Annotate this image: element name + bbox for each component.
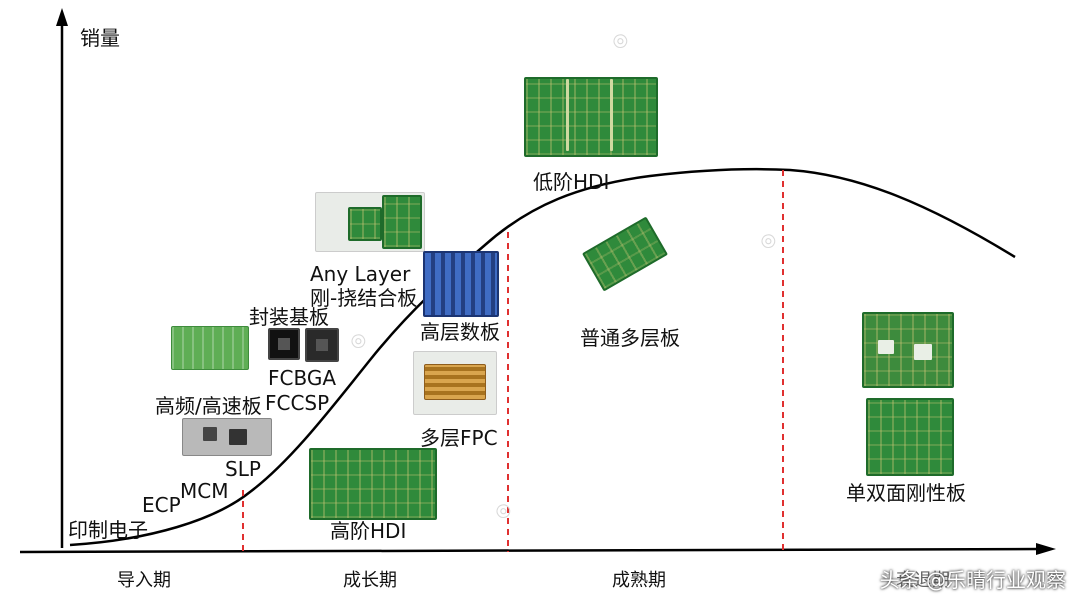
label-fccsp: FCCSP	[265, 391, 330, 415]
hdi-panel-divider	[566, 79, 569, 151]
label-standard-multilayer: 普通多层板	[580, 326, 680, 350]
fcbga-chip-image	[268, 328, 300, 360]
label-high-frequency-board: 高频/高速板	[155, 394, 262, 418]
label-single-double-rigid: 单双面刚性板	[846, 481, 966, 505]
y-axis-arrow	[56, 8, 68, 26]
label-high-order-hdi: 高阶HDI	[330, 519, 407, 543]
single-sided-board-image	[862, 312, 954, 388]
lifecycle-curve	[69, 168, 1016, 547]
high-frequency-board-image	[171, 326, 249, 370]
stage-label-intro: 导入期	[117, 570, 171, 591]
label-low-order-hdi: 低阶HDI	[533, 170, 610, 194]
high-layer-board-image	[423, 251, 499, 317]
hdi-panel-divider	[610, 79, 613, 151]
y-axis-label: 销量	[80, 26, 120, 50]
label-high-layer-board: 高层数板	[420, 320, 500, 344]
label-rigid-flex-board: 刚-挠结合板	[310, 286, 418, 310]
double-sided-board-image	[866, 398, 954, 476]
rigid-flex-green-panel	[348, 207, 382, 241]
label-printed-electronics: 印制电子	[68, 518, 148, 542]
multilayer-fpc-frame	[413, 351, 497, 415]
label-package-substrate: 封装基板	[249, 305, 329, 329]
label-slp: SLP	[225, 457, 261, 481]
slp-chip-detail	[203, 427, 217, 441]
label-any-layer: Any Layer	[310, 262, 411, 286]
x-axis-arrow	[1036, 543, 1056, 555]
stage-label-mature: 成熟期	[612, 570, 666, 591]
slp-board-image	[182, 418, 272, 456]
x-axis	[19, 547, 1041, 554]
high-order-hdi-image	[309, 448, 437, 520]
multilayer-fpc-image	[424, 364, 486, 400]
slp-chip-detail	[229, 429, 247, 445]
label-ecp: ECP	[142, 493, 181, 517]
stage-label-decline: 衰退期	[896, 570, 950, 591]
rigid-flex-green-panel	[382, 195, 422, 249]
source-credit: 头条 @乐晴行业观察	[879, 568, 1066, 592]
label-multilayer-fpc: 多层FPC	[420, 426, 498, 450]
label-fcbga: FCBGA	[268, 366, 337, 390]
fccsp-chip-image	[305, 328, 339, 362]
rigid-flex-board-image	[315, 192, 425, 252]
board-cutout	[914, 344, 932, 360]
board-cutout	[878, 340, 894, 354]
low-order-hdi-image	[524, 77, 658, 157]
label-mcm: MCM	[180, 479, 229, 503]
stage-label-growth: 成长期	[343, 570, 397, 591]
